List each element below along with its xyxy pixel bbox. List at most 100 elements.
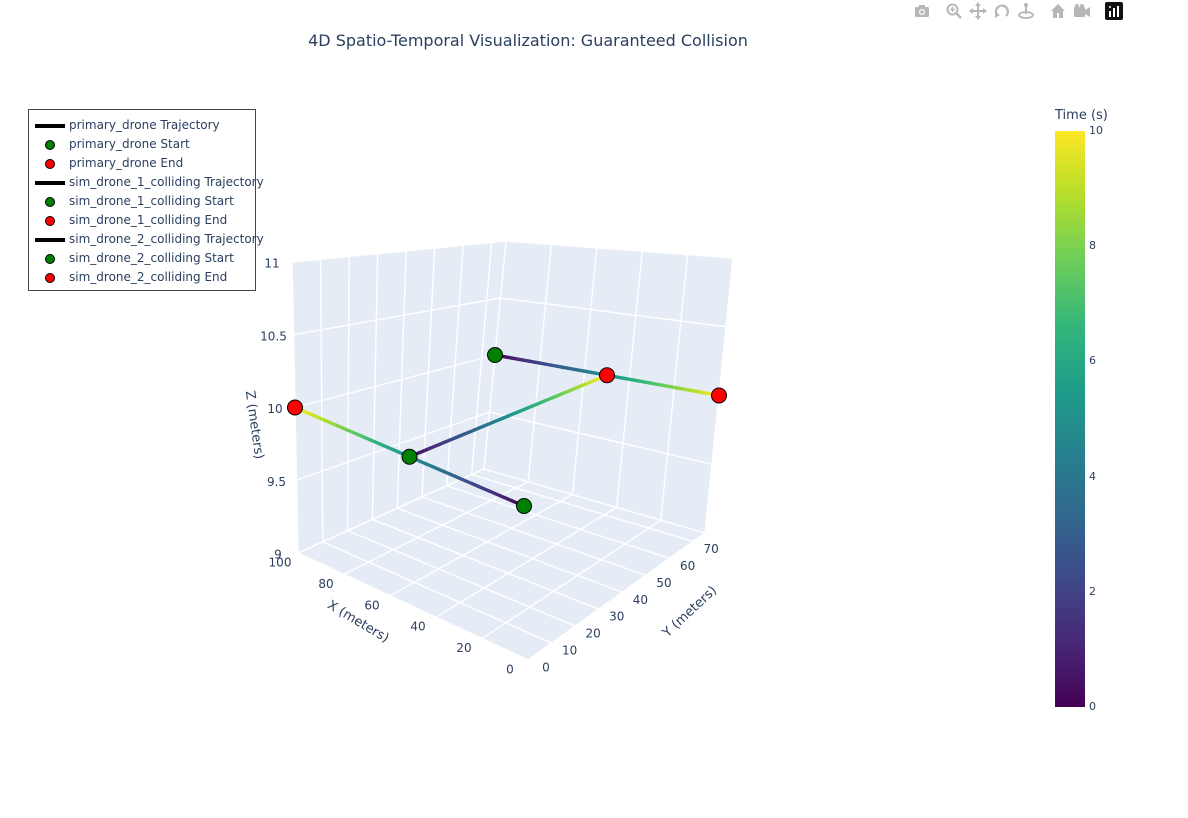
- colorbar: [1055, 131, 1085, 707]
- legend-start-marker-icon: [45, 254, 55, 264]
- x-tick-label: 80: [318, 577, 333, 591]
- legend-start-marker-icon: [45, 197, 55, 207]
- orbit-rotation-icon[interactable]: [993, 2, 1011, 20]
- grid-y-floor: [421, 496, 647, 576]
- pan-icon[interactable]: [969, 2, 987, 20]
- chart-title: 4D Spatio-Temporal Visualization: Guaran…: [308, 31, 748, 50]
- legend-item[interactable]: sim_drone_1_colliding Trajectory: [29, 173, 264, 192]
- legend-line-icon: [35, 238, 65, 242]
- legend-label: sim_drone_2_colliding End: [69, 270, 228, 284]
- colorbar-tick-label: 6: [1089, 354, 1096, 368]
- legend-item[interactable]: sim_drone_2_colliding End: [29, 268, 257, 287]
- start-marker-sim_drone_1_colliding[interactable]: [401, 448, 418, 465]
- home-icon[interactable]: [1049, 2, 1067, 20]
- legend: primary_drone Trajectory primary_drone St…: [28, 109, 264, 291]
- z-tick-label: 9.5: [267, 475, 286, 489]
- grid-y-floor: [372, 518, 600, 610]
- legend-item[interactable]: primary_drone End: [29, 154, 257, 173]
- plotly-logo-icon[interactable]: [1105, 2, 1123, 20]
- legend-line-icon: [35, 181, 65, 185]
- scene-panes: [292, 241, 733, 660]
- grid-x-floor: [435, 506, 617, 618]
- x-tick-label: 40: [410, 620, 425, 634]
- z-tick-label: 11: [264, 257, 279, 271]
- end-marker-sim_drone_1_colliding[interactable]: [599, 367, 615, 384]
- start-marker-primary_drone[interactable]: [516, 498, 532, 514]
- y-axis-title: Y (meters): [659, 583, 720, 641]
- y-tick-label: 10: [562, 644, 577, 658]
- legend-end-marker-icon: [45, 216, 55, 226]
- colorbar-tick-label: 4: [1089, 469, 1096, 483]
- grid-x-floor: [343, 481, 529, 576]
- end-marker-sim_drone_2_colliding[interactable]: [711, 387, 727, 404]
- scene-gridlines: [291, 240, 734, 661]
- legend-item[interactable]: sim_drone_1_colliding Start: [29, 192, 257, 211]
- legend-label: sim_drone_2_colliding Trajectory: [69, 232, 264, 246]
- grid-z-xwall: [293, 297, 501, 336]
- legend-end-marker-icon: [45, 159, 55, 169]
- grid-z-xwall: [297, 468, 485, 554]
- legend-label: sim_drone_2_colliding Start: [69, 251, 234, 265]
- colorbar-tick-label: 2: [1089, 584, 1096, 598]
- colorbar-title: Time (s): [1055, 108, 1108, 123]
- camera-last-save-icon[interactable]: [1073, 2, 1091, 20]
- grid-y-floor: [396, 507, 623, 593]
- x-tick-label: 100: [269, 556, 292, 570]
- legend-item[interactable]: primary_drone Trajectory: [29, 116, 257, 135]
- legend-item[interactable]: sim_drone_1_colliding End: [29, 211, 257, 230]
- pane-floor: [298, 469, 705, 660]
- grid-z-xwall: [294, 354, 496, 409]
- grid-z-ywall: [483, 468, 706, 534]
- grid-y-floor: [297, 552, 529, 661]
- scene-traces: [287, 347, 727, 514]
- camera-icon[interactable]: [913, 2, 931, 20]
- legend-label: primary_drone Start: [69, 137, 190, 151]
- z-tick-label: 10.5: [260, 329, 287, 343]
- legend-label: primary_drone End: [69, 156, 184, 170]
- x-tick-label: 0: [506, 663, 514, 677]
- z-axis-title: Z (meters): [242, 390, 266, 460]
- y-tick-label: 20: [586, 627, 601, 641]
- colorbar-tick-label: 10: [1089, 124, 1103, 137]
- legend-label: sim_drone_1_colliding End: [69, 213, 228, 227]
- start-marker-sim_drone_2_colliding[interactable]: [487, 347, 503, 363]
- scene-tick-labels: 0 20 40 60 80 100 0 10 20 30 40 50 60 70 9 9.5 10 10.5 11: [260, 257, 719, 677]
- y-tick-label: 60: [680, 559, 695, 573]
- zoom-icon[interactable]: [945, 2, 963, 20]
- legend-start-marker-icon: [45, 140, 55, 150]
- grid-y-floor: [446, 485, 670, 560]
- grid-y-floor: [322, 541, 552, 644]
- grid-z-ywall: [505, 240, 734, 259]
- grid-z-ywall: [489, 411, 713, 465]
- grid-y-floor: [471, 473, 694, 543]
- grid-y-floor: [347, 529, 576, 627]
- end-marker-primary_drone[interactable]: [287, 399, 303, 416]
- y-tick-label: 70: [704, 542, 719, 556]
- legend-item[interactable]: sim_drone_2_colliding Start: [29, 249, 257, 268]
- grid-x-floor: [527, 532, 706, 661]
- x-axis-title: X (meters): [325, 598, 392, 646]
- pane-y-wall: [484, 241, 733, 533]
- legend-item[interactable]: primary_drone Start: [29, 135, 257, 154]
- y-tick-label: 40: [633, 593, 648, 607]
- turntable-rotation-icon[interactable]: [1017, 2, 1035, 20]
- colorbar-gradient: [1055, 131, 1085, 707]
- y-tick-label: 30: [609, 610, 624, 624]
- grid-x-floor: [481, 519, 662, 640]
- z-tick-label: 9: [274, 548, 282, 562]
- colorbar-tick-label: 0: [1089, 700, 1096, 713]
- legend-label: sim_drone_1_colliding Trajectory: [69, 175, 264, 189]
- legend-label: primary_drone Trajectory: [69, 118, 220, 132]
- grid-z-xwall: [296, 411, 490, 481]
- legend-line-icon: [35, 124, 65, 128]
- grid-z-ywall: [500, 297, 727, 328]
- legend-label: sim_drone_1_colliding Start: [69, 194, 234, 208]
- grid-z-xwall: [291, 240, 507, 263]
- x-tick-label: 60: [364, 598, 379, 612]
- x-tick-label: 20: [456, 641, 471, 655]
- legend-end-marker-icon: [45, 273, 55, 283]
- colorbar-tick-label: 8: [1089, 239, 1096, 253]
- z-tick-label: 10: [267, 402, 282, 416]
- legend-item[interactable]: sim_drone_2_colliding Trajectory: [29, 230, 264, 249]
